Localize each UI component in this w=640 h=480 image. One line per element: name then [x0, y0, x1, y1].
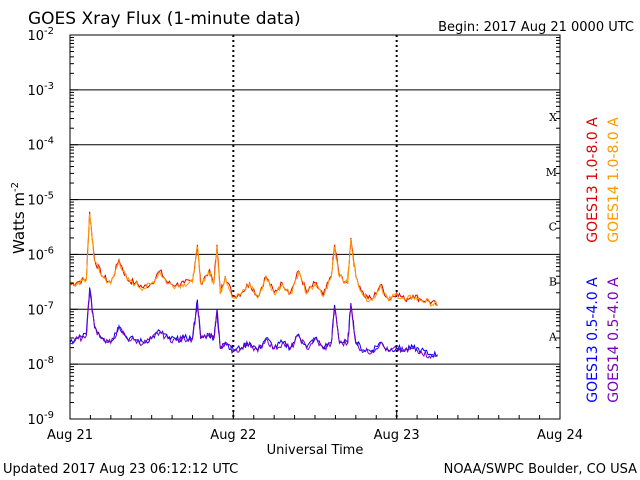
series-line-1	[69, 213, 438, 308]
begin-label: Begin: 2017 Aug 21 0000 UTC	[438, 20, 634, 35]
flare-class-x: X	[549, 111, 557, 124]
x-tick-label: Aug 24	[537, 428, 583, 443]
flare-class-labels: X M C B A	[546, 111, 558, 343]
y-tick-label: 10-5	[27, 191, 54, 209]
legend-entry: GOES13 0.5-4.0 A	[585, 277, 601, 403]
flare-class-c: C	[549, 221, 557, 234]
y-tick-label: 10-9	[27, 410, 54, 428]
x-axis-label: Universal Time	[267, 443, 364, 458]
flare-class-a: A	[548, 330, 558, 343]
y-tick-label: 10-7	[27, 300, 54, 318]
y-tick-label: 10-2	[27, 26, 54, 44]
y-tick-label: 10-6	[27, 245, 54, 263]
x-tick-label: Aug 22	[210, 428, 256, 443]
flare-class-m: M	[546, 166, 557, 179]
series-line-3	[69, 290, 438, 360]
series-line-2	[69, 287, 438, 358]
plot-frame	[69, 34, 561, 420]
legend: GOES13 1.0-8.0 A GOES14 1.0-8.0 A GOES13 0…	[585, 117, 622, 403]
x-tick-label: Aug 23	[374, 428, 420, 443]
legend-entry: GOES13 1.0-8.0 A	[585, 117, 601, 243]
legend-entry: GOES14 1.0-8.0 A	[606, 117, 622, 243]
y-axis-label: Watts m-2	[10, 182, 28, 254]
y-tick-label: 10-4	[27, 136, 54, 154]
grid-lines	[70, 34, 560, 420]
flare-class-b: B	[549, 276, 557, 289]
x-axis-ticks: Aug 21 Aug 22 Aug 23 Aug 24	[47, 411, 583, 443]
y-axis-ticks: 10-2 10-3 10-4 10-5 10-6 10-7 10-8 10-9	[27, 26, 560, 428]
y-tick-label: 10-3	[27, 81, 54, 99]
series-layer	[69, 211, 438, 360]
chart-title: GOES Xray Flux (1-minute data)	[28, 9, 301, 29]
updated-label: Updated 2017 Aug 23 06:12:12 UTC	[3, 462, 238, 477]
legend-entry: GOES14 0.5-4.0 A	[606, 277, 622, 403]
x-tick-label: Aug 21	[47, 428, 93, 443]
credit-label: NOAA/SWPC Boulder, CO USA	[444, 462, 637, 477]
y-tick-label: 10-8	[27, 355, 54, 373]
